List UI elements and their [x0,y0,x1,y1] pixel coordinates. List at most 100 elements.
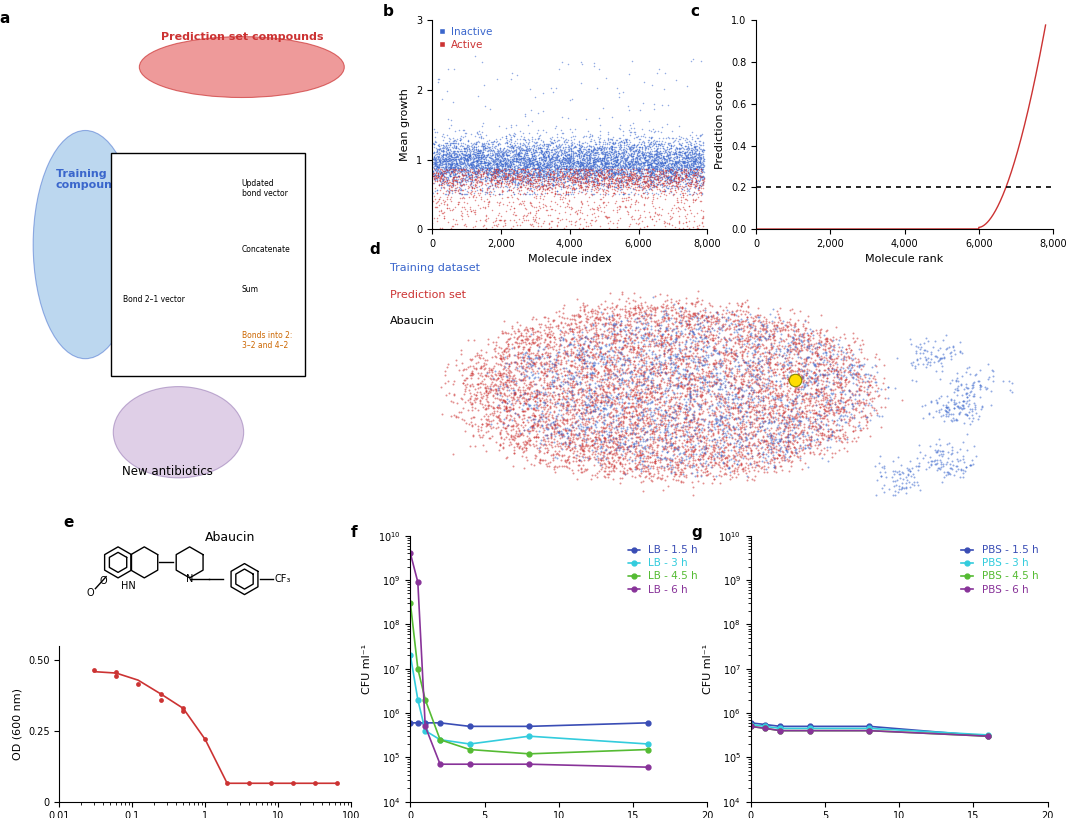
Point [621,396,638,409]
Point [737,423,754,436]
Point [708,330,726,344]
Point [634,422,651,435]
Point [745,375,762,389]
Point [629,175,646,188]
Point [948,399,966,412]
Point [586,377,604,390]
Point [593,167,610,180]
Point [596,157,613,170]
Point [535,172,552,185]
Point [505,160,523,173]
Point [494,164,511,177]
Point [582,368,599,381]
Point [437,164,455,177]
Point [733,418,751,431]
Point [693,143,711,156]
Point [589,185,606,198]
Point [625,158,643,171]
Point [565,166,582,179]
Point [828,402,846,416]
Point [764,389,781,402]
Point [632,104,649,117]
Point [646,97,663,110]
Point [596,366,613,380]
Point [631,375,648,389]
Point [828,352,846,365]
Point [578,432,595,445]
Point [444,163,461,176]
Point [746,339,764,353]
Point [454,178,471,191]
Point [608,332,625,345]
Point [960,398,977,411]
Point [800,392,818,405]
Point [632,162,649,175]
Point [788,373,806,386]
Point [685,393,702,406]
Point [484,371,501,384]
Point [692,180,710,193]
Point [542,362,559,375]
Point [818,429,835,443]
Point [644,380,661,393]
Point [468,356,485,369]
Point [658,362,675,375]
Point [955,456,972,469]
Point [524,402,541,416]
Point [457,127,474,140]
Point [610,372,627,385]
Point [566,170,583,183]
Point [644,147,661,160]
Point [746,428,764,441]
Point [738,456,755,470]
Point [514,390,531,403]
Point [680,179,698,192]
Point [523,168,540,181]
Point [586,317,604,330]
Point [629,418,646,431]
Point [451,160,469,173]
Point [727,348,744,361]
Point [686,141,703,154]
Point [586,311,604,324]
Point [724,317,741,330]
Point [474,162,491,175]
Point [717,395,734,408]
Point [716,466,733,479]
Point [427,149,444,162]
Point [691,384,708,398]
Point [591,133,608,146]
Point [592,158,609,171]
Point [569,351,586,364]
Point [514,152,531,165]
Point [513,389,530,402]
Point [659,142,676,155]
Point [529,157,546,170]
Point [498,426,515,439]
Point [593,461,610,474]
Point [545,187,563,200]
Point [575,161,592,174]
Point [447,147,464,160]
Point [543,170,561,183]
Point [551,393,568,406]
Point [705,357,723,371]
Point [569,160,586,173]
Point [661,312,678,325]
Point [564,411,581,425]
Point [522,196,539,209]
Point [501,166,518,179]
Point [710,314,727,327]
Point [445,156,462,169]
Point [725,466,742,479]
Point [513,367,530,380]
Point [686,362,703,375]
Point [620,440,637,453]
Point [613,152,631,165]
Point [586,365,604,378]
Point [473,119,490,133]
Point [894,472,912,485]
Point [444,377,461,390]
Point [630,141,647,154]
Point [615,452,632,465]
